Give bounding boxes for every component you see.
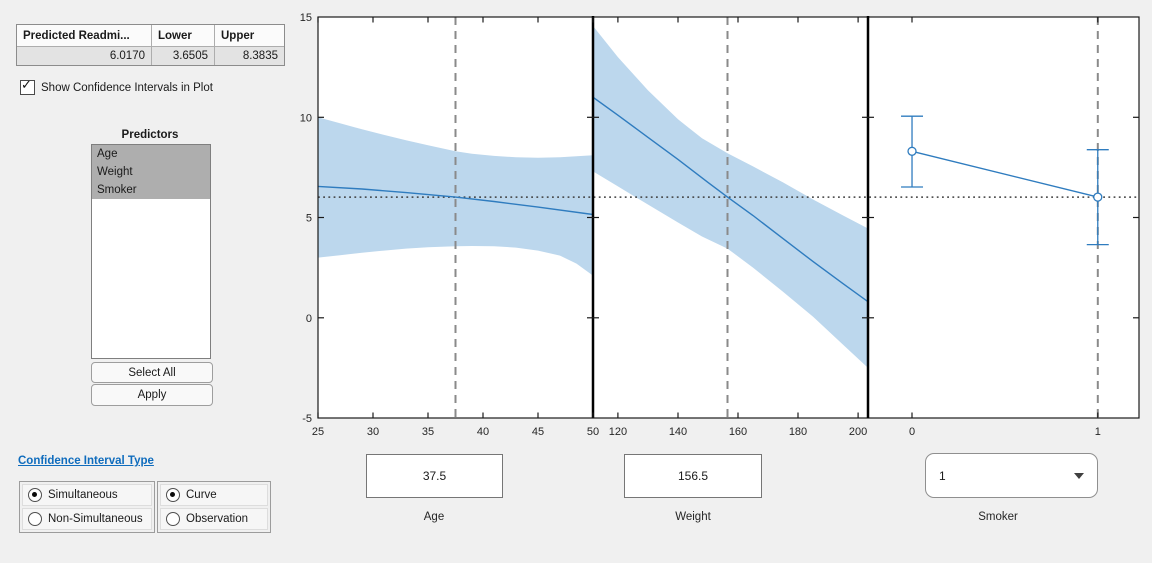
svg-text:45: 45	[532, 426, 544, 438]
svg-text:1: 1	[1095, 426, 1101, 438]
svg-text:25: 25	[312, 426, 324, 438]
weight-value-input[interactable]	[624, 454, 762, 498]
svg-text:0: 0	[909, 426, 915, 438]
svg-text:40: 40	[477, 426, 489, 438]
list-item-smoker[interactable]: Smoker	[92, 181, 210, 199]
radio-curve[interactable]: Curve	[160, 484, 268, 506]
svg-text:0: 0	[306, 313, 312, 325]
smoker-value-dropdown[interactable]: 1	[925, 453, 1098, 498]
lower-bound-cell: 3.6505	[151, 46, 214, 65]
smoker-axis-label: Smoker	[978, 511, 1018, 523]
confidence-interval-type-link[interactable]: Confidence Interval Type	[18, 455, 154, 467]
svg-text:160: 160	[729, 426, 747, 438]
ci-bound-type-radio-group: Curve Observation	[157, 481, 271, 533]
svg-text:50: 50	[587, 426, 599, 438]
svg-text:10: 10	[300, 112, 312, 124]
fit-line-weight	[593, 96, 868, 303]
show-ci-checkbox[interactable]: ✓ Show Confidence Intervals in Plot	[20, 77, 213, 95]
radio-label: Curve	[186, 489, 217, 501]
radio-non-simultaneous[interactable]: Non-Simultaneous	[22, 508, 152, 530]
svg-text:30: 30	[367, 426, 379, 438]
svg-text:5: 5	[306, 213, 312, 225]
list-item-weight[interactable]: Weight	[92, 163, 210, 181]
radio-icon[interactable]	[166, 488, 180, 502]
apply-button[interactable]: Apply	[91, 384, 213, 406]
show-ci-checkbox-label: Show Confidence Intervals in Plot	[41, 81, 213, 94]
prediction-table-value-row: 6.0170 3.6505 8.3835	[17, 46, 284, 65]
svg-text:15: 15	[300, 12, 312, 24]
radio-simultaneous[interactable]: Simultaneous	[22, 484, 152, 506]
predictors-listbox[interactable]: Age Weight Smoker	[91, 144, 211, 359]
radio-icon[interactable]	[166, 512, 180, 526]
table-header-upper: Upper	[214, 25, 284, 46]
predictors-title: Predictors	[121, 129, 179, 141]
radio-label: Non-Simultaneous	[48, 513, 143, 525]
table-header-predicted: Predicted Readmi...	[17, 25, 151, 46]
svg-text:180: 180	[789, 426, 807, 438]
radio-observation[interactable]: Observation	[160, 508, 268, 530]
list-item-age[interactable]: Age	[92, 145, 210, 163]
svg-text:35: 35	[422, 426, 434, 438]
chevron-down-icon	[1074, 472, 1084, 479]
radio-label: Simultaneous	[48, 489, 118, 501]
checkmark-icon: ✓	[21, 77, 32, 92]
age-value-input[interactable]	[366, 454, 503, 498]
upper-bound-cell: 8.3835	[214, 46, 284, 65]
table-header-lower: Lower	[151, 25, 214, 46]
predicted-value-cell: 6.0170	[17, 46, 151, 65]
fit-line-smoker	[911, 150, 1098, 198]
fit-line-age	[318, 185, 593, 216]
errorbar-smoker-1	[1086, 149, 1109, 246]
svg-text:120: 120	[609, 426, 627, 438]
select-all-button[interactable]: Select All	[91, 362, 213, 383]
weight-axis-label: Weight	[675, 511, 711, 523]
radio-icon[interactable]	[28, 488, 42, 502]
checkbox-icon[interactable]: ✓	[20, 77, 35, 95]
errorbar-smoker-0	[901, 115, 924, 188]
age-axis-label: Age	[423, 511, 445, 523]
prediction-table: Predicted Readmi... Lower Upper 6.0170 3…	[16, 24, 285, 66]
radio-label: Observation	[186, 513, 249, 525]
ci-simultaneity-radio-group: Simultaneous Non-Simultaneous	[19, 481, 155, 533]
svg-text:200: 200	[849, 426, 867, 438]
smoker-dropdown-value: 1	[939, 468, 946, 483]
prediction-table-header-row: Predicted Readmi... Lower Upper	[17, 25, 284, 46]
svg-text:140: 140	[669, 426, 687, 438]
svg-text:-5: -5	[302, 413, 312, 425]
radio-icon[interactable]	[28, 512, 42, 526]
